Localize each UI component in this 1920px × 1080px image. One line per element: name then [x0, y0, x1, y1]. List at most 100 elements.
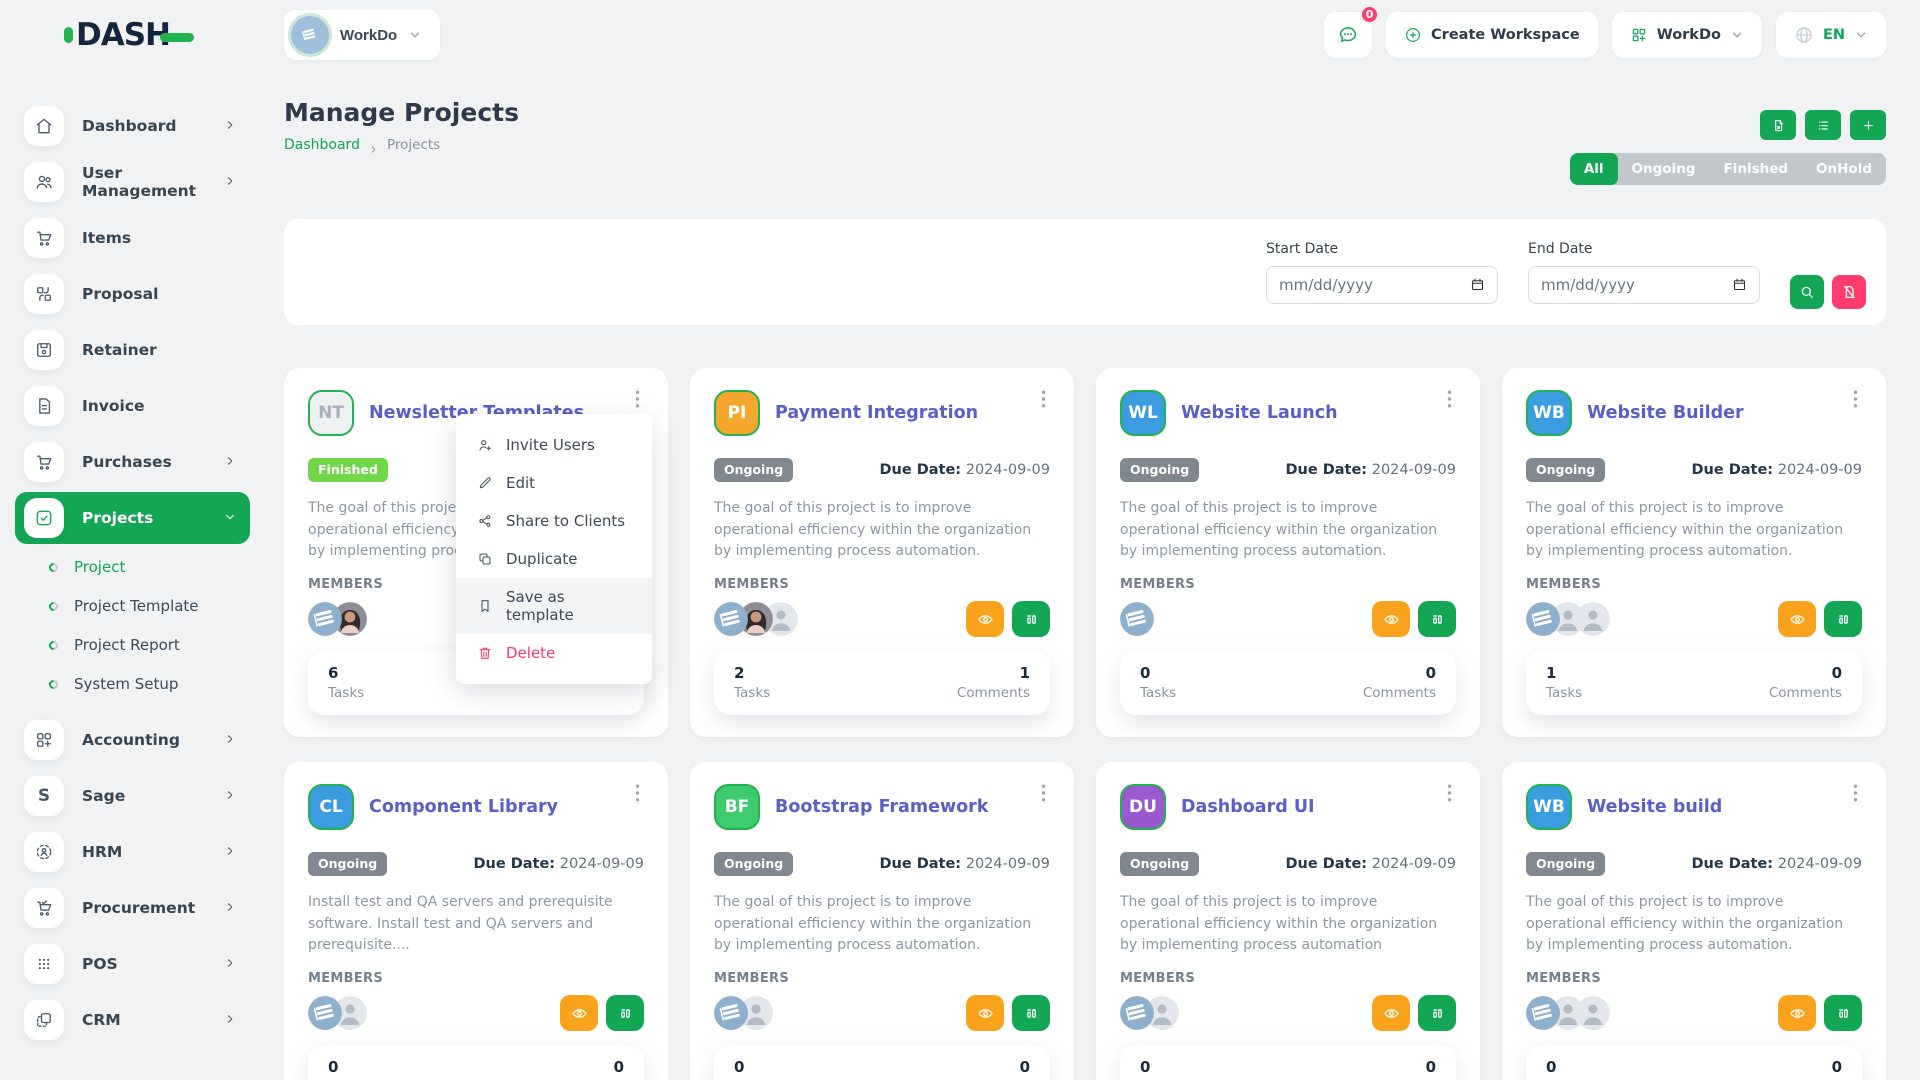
- project-progress-button[interactable]: [1418, 995, 1456, 1032]
- due-date-label: Due Date:: [879, 462, 962, 478]
- comments-stat: 0 Comments: [551, 1058, 624, 1080]
- member-avatar-workdo-logo: [1526, 602, 1560, 637]
- reset-filter-button[interactable]: [1832, 275, 1866, 309]
- menu-item-share-to-clients[interactable]: Share to Clients: [456, 502, 652, 540]
- logo-accent-dot: [64, 27, 73, 43]
- menu-item-label: Save as template: [506, 588, 574, 624]
- project-title-link[interactable]: Website build: [1587, 797, 1723, 818]
- members-label: MEMBERS: [1526, 577, 1602, 593]
- sidebar-item-label: Proposal: [82, 285, 159, 303]
- export-template-button[interactable]: [1760, 110, 1796, 140]
- sidebar-item-crm[interactable]: CRM: [15, 994, 250, 1046]
- workspace-selector[interactable]: WorkDo: [284, 10, 441, 60]
- menu-item-invite-users[interactable]: Invite Users: [456, 426, 652, 464]
- tasks-label: Tasks: [1546, 685, 1583, 702]
- view-project-button[interactable]: [1778, 995, 1816, 1032]
- menu-item-label: Edit: [506, 474, 536, 492]
- view-project-button[interactable]: [560, 995, 598, 1032]
- sidebar-item-procurement[interactable]: Procurement: [15, 882, 250, 934]
- tab-all[interactable]: All: [1569, 153, 1618, 185]
- sidebar-subitem-project-report[interactable]: Project Report: [47, 636, 260, 654]
- workdo-apps-button[interactable]: WorkDo: [1611, 12, 1762, 58]
- sidebar-item-dashboard[interactable]: Dashboard: [15, 100, 250, 152]
- project-title-link[interactable]: Payment Integration: [775, 403, 979, 423]
- create-project-button[interactable]: [1850, 110, 1886, 140]
- workdo-apps-label: WorkDo: [1656, 27, 1721, 43]
- project-title-link[interactable]: Component Library: [369, 797, 559, 818]
- project-progress-button[interactable]: [1012, 995, 1050, 1032]
- sidebar-item-proposal[interactable]: Proposal: [15, 268, 250, 320]
- project-title-link[interactable]: Bootstrap Framework: [775, 797, 989, 818]
- list-view-button[interactable]: [1805, 110, 1841, 140]
- sidebar-item-accounting[interactable]: Accounting: [15, 714, 250, 766]
- tab-finished[interactable]: Finished: [1709, 153, 1802, 185]
- due-date: Due Date: 2024-09-09: [879, 462, 1050, 478]
- project-options-button[interactable]: [631, 780, 644, 810]
- view-project-button[interactable]: [966, 995, 1004, 1032]
- sidebar-item-hrm[interactable]: HRM: [15, 826, 250, 878]
- language-label: EN: [1822, 27, 1845, 43]
- kebab-icon: [635, 784, 640, 802]
- project-title-link[interactable]: Website Builder: [1587, 403, 1744, 423]
- view-project-button[interactable]: [1372, 601, 1410, 638]
- search-button[interactable]: [1790, 275, 1824, 309]
- project-options-button[interactable]: [1443, 780, 1456, 810]
- project-progress-button[interactable]: [606, 995, 644, 1032]
- tasks-stat: 0 Tasks: [1140, 1058, 1176, 1080]
- users-icon: [36, 175, 52, 189]
- sidebar-item-sage[interactable]: S Sage: [15, 770, 250, 822]
- project-progress-button[interactable]: [1418, 601, 1456, 638]
- project-options-button[interactable]: [1037, 780, 1050, 810]
- menu-item-edit[interactable]: Edit: [456, 464, 652, 502]
- project-options-button[interactable]: [1037, 386, 1050, 416]
- project-options-button[interactable]: [631, 386, 644, 416]
- breadcrumb-dashboard[interactable]: Dashboard: [284, 137, 360, 153]
- crm-icon: [37, 1013, 51, 1027]
- sidebar-item-projects[interactable]: Projects: [15, 492, 250, 544]
- messages-button[interactable]: 0: [1324, 5, 1380, 58]
- end-date-input[interactable]: mm/dd/yyyy: [1528, 265, 1760, 304]
- menu-item-save-as-template[interactable]: Save as template: [456, 578, 652, 634]
- create-workspace-button[interactable]: Create Workspace: [1386, 12, 1598, 58]
- project-avatar: NT: [308, 390, 354, 436]
- project-options-button[interactable]: [1849, 780, 1862, 810]
- crm-icon: [24, 1000, 64, 1040]
- pos-icon: [38, 958, 50, 970]
- view-project-button[interactable]: [1778, 601, 1816, 638]
- sidebar-item-user-management[interactable]: User Management: [15, 156, 250, 208]
- project-progress-button[interactable]: [1824, 601, 1862, 638]
- tab-ongoing[interactable]: Ongoing: [1618, 153, 1710, 185]
- menu-item-duplicate[interactable]: Duplicate: [456, 540, 652, 578]
- menu-item-delete[interactable]: Delete: [456, 634, 652, 672]
- language-selector[interactable]: EN: [1775, 12, 1886, 58]
- project-options-button[interactable]: [1443, 386, 1456, 416]
- calendar-icon: [1471, 278, 1484, 291]
- sage-icon: S: [24, 776, 64, 816]
- project-stats: 0 Tasks 0 Comments: [1120, 1045, 1456, 1080]
- tasks-count: 0: [1546, 1058, 1557, 1077]
- view-project-button[interactable]: [966, 601, 1004, 638]
- app-logo: DASH: [0, 17, 260, 53]
- member-avatar-workdo-logo: [308, 996, 342, 1031]
- member-avatar-workdo-logo: [1120, 602, 1154, 637]
- sidebar-subitem-system-setup[interactable]: System Setup: [47, 675, 260, 693]
- project-title-link[interactable]: Dashboard UI: [1181, 797, 1315, 818]
- tasks-count: 6: [328, 664, 339, 683]
- sidebar-subitem-project[interactable]: Project: [47, 558, 260, 576]
- project-progress-button[interactable]: [1012, 601, 1050, 638]
- progress-icon: [620, 1008, 630, 1018]
- sidebar-item-items[interactable]: Items: [15, 212, 250, 264]
- sidebar-subitem-project-template[interactable]: Project Template: [47, 597, 260, 615]
- sidebar-item-purchases[interactable]: Purchases: [15, 436, 250, 488]
- tab-onhold[interactable]: OnHold: [1802, 153, 1886, 185]
- view-project-button[interactable]: [1372, 995, 1410, 1032]
- member-avatar-woman-photo: [739, 602, 773, 637]
- sidebar-item-invoice[interactable]: Invoice: [15, 380, 250, 432]
- sidebar-item-retainer[interactable]: Retainer: [15, 324, 250, 376]
- start-date-input[interactable]: mm/dd/yyyy: [1266, 265, 1498, 304]
- project-card: CL Component Library Ongoing Due Date: 20…: [284, 762, 668, 1080]
- project-title-link[interactable]: Website Launch: [1181, 403, 1338, 423]
- project-progress-button[interactable]: [1824, 995, 1862, 1032]
- sidebar-item-pos[interactable]: POS: [15, 938, 250, 990]
- project-options-button[interactable]: [1849, 386, 1862, 416]
